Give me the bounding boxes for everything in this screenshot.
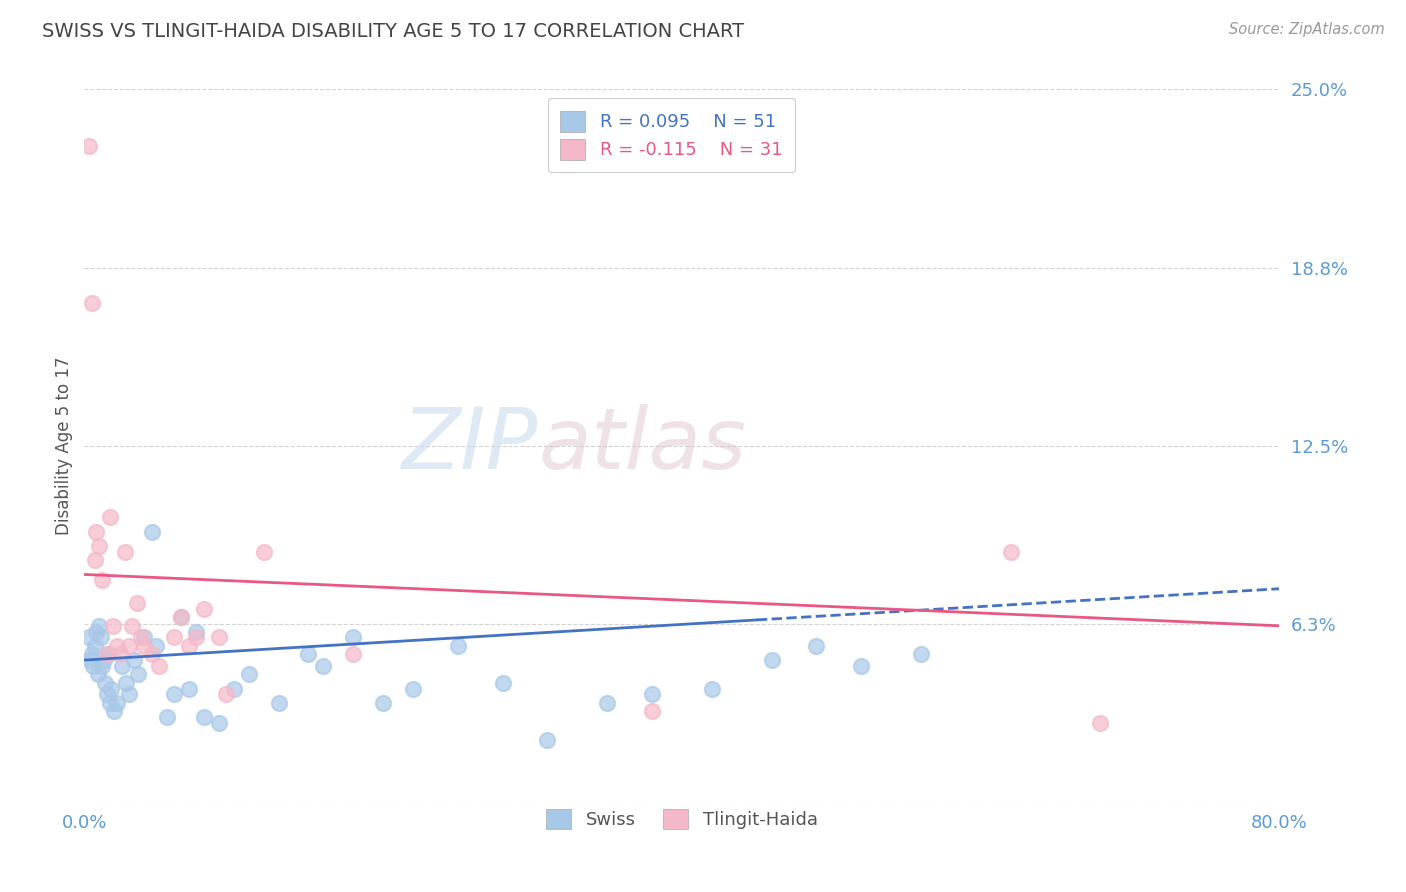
Point (80, 648, 103, 662)
Point (492, 676, 515, 690)
Point (118, 687, 141, 701)
Point (536, 733, 558, 747)
Point (96, 687, 118, 701)
Point (97, 648, 120, 662)
Point (77, 630, 100, 644)
Point (641, 687, 664, 701)
Point (342, 630, 364, 644)
Point (641, 705, 664, 719)
Point (77, 139, 100, 153)
Point (141, 648, 163, 662)
Point (105, 639, 128, 653)
Point (91, 573, 114, 587)
Point (1090, 715, 1112, 730)
Point (98, 696, 121, 710)
Point (208, 630, 231, 644)
Point (114, 544, 136, 558)
Point (851, 658, 873, 673)
Point (83, 553, 105, 567)
Point (373, 696, 395, 710)
Point (267, 696, 290, 710)
Point (103, 705, 125, 719)
Point (86, 524, 108, 539)
Point (177, 681, 200, 696)
Point (215, 687, 238, 701)
Point (155, 710, 177, 724)
Point (98, 510, 121, 524)
Point (96, 648, 118, 662)
Point (145, 639, 167, 653)
Point (90, 630, 112, 644)
Point (170, 610, 193, 624)
Point (132, 630, 156, 644)
Point (402, 681, 425, 696)
Point (312, 658, 335, 673)
Point (94, 676, 117, 690)
Point (125, 596, 148, 610)
Y-axis label: Disability Age 5 to 17: Disability Age 5 to 17 (55, 357, 73, 535)
Point (121, 619, 143, 633)
Point (101, 619, 124, 633)
Point (100, 681, 122, 696)
Point (700, 681, 723, 696)
Point (91, 658, 114, 673)
Point (761, 653, 783, 667)
Point (111, 658, 134, 673)
Text: SWISS VS TLINGIT-HAIDA DISABILITY AGE 5 TO 17 CORRELATION CHART: SWISS VS TLINGIT-HAIDA DISABILITY AGE 5 … (42, 22, 744, 41)
Point (110, 648, 132, 662)
Point (115, 676, 138, 690)
Point (177, 639, 200, 653)
Point (342, 648, 364, 662)
Point (163, 630, 186, 644)
Point (89, 539, 111, 553)
Point (89, 619, 111, 633)
Point (222, 681, 245, 696)
Text: ZIP: ZIP (402, 404, 538, 488)
Legend: Swiss, Tlingit-Haida: Swiss, Tlingit-Haida (538, 801, 825, 837)
Point (596, 696, 619, 710)
Point (86, 624, 108, 639)
Point (127, 667, 149, 681)
Point (253, 544, 276, 558)
Point (163, 687, 186, 701)
Point (170, 610, 193, 624)
Point (80, 296, 103, 310)
Point (193, 710, 215, 724)
Point (129, 630, 152, 644)
Point (910, 648, 932, 662)
Point (141, 524, 163, 539)
Point (83, 639, 105, 653)
Point (87, 667, 110, 681)
Point (118, 639, 141, 653)
Point (122, 653, 145, 667)
Point (132, 639, 156, 653)
Point (93, 653, 115, 667)
Point (186, 624, 208, 639)
Point (297, 648, 319, 662)
Text: Source: ZipAtlas.com: Source: ZipAtlas.com (1229, 22, 1385, 37)
Text: atlas: atlas (538, 404, 747, 488)
Point (79, 653, 101, 667)
Point (447, 639, 470, 653)
Point (82, 658, 104, 673)
Point (806, 639, 828, 653)
Point (208, 715, 231, 730)
Point (105, 696, 128, 710)
Point (238, 667, 260, 681)
Point (148, 658, 170, 673)
Point (193, 601, 215, 615)
Point (186, 630, 208, 644)
Point (1000, 544, 1022, 558)
